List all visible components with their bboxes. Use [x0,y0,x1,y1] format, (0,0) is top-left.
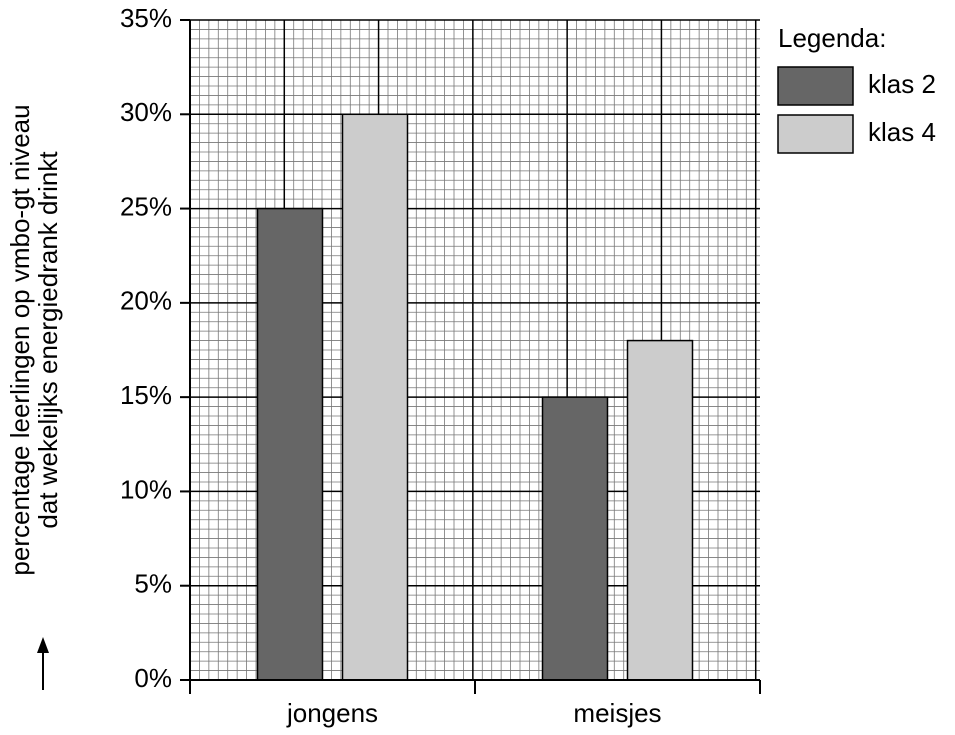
legend-label: klas 4 [868,117,936,147]
y-tick-label: 10% [120,474,172,504]
bar [541,396,609,681]
y-tick-label: 30% [120,97,172,127]
y-axis-label-line: dat wekelijks energiedrank drinkt [33,151,63,529]
y-tick-label: 35% [120,3,172,33]
x-tick-label: jongens [286,698,378,728]
bar [626,339,694,681]
y-tick-label: 20% [120,286,172,316]
y-axis-label: percentage leerlingen op vmbo-gt niveau … [5,104,63,575]
y-tick-label: 5% [134,569,172,599]
bar [341,113,409,681]
x-tick-label: meisjes [573,698,661,728]
y-tick-label: 0% [134,663,172,693]
legend-title: Legenda: [778,23,886,53]
legend-label: klas 2 [868,69,936,99]
arrow-head [37,637,49,653]
legend-swatch [777,114,854,154]
y-tick-label: 25% [120,191,172,221]
bar [256,207,324,681]
legend-swatch [777,66,854,106]
y-axis-label-line: percentage leerlingen op vmbo-gt niveau [5,104,35,575]
y-tick-label: 15% [120,380,172,410]
